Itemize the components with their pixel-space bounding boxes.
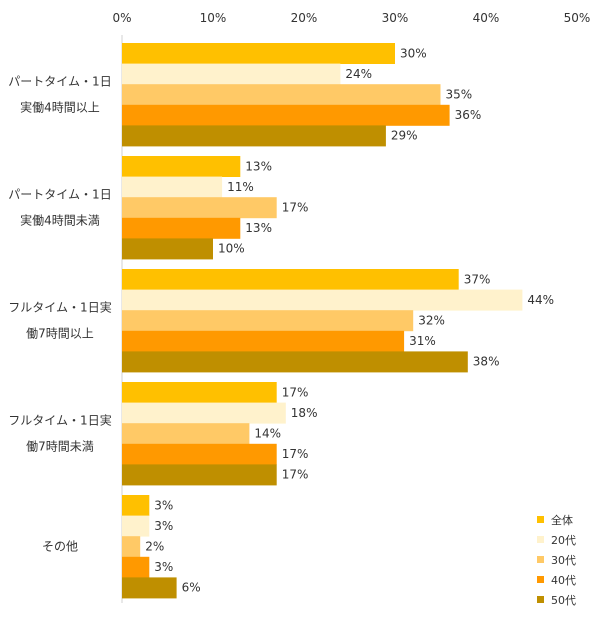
- legend-label: 50代: [551, 594, 576, 607]
- legend-swatch: [537, 596, 544, 603]
- legend-label: 30代: [551, 554, 576, 567]
- bar: [122, 269, 459, 290]
- data-labels: 30%24%35%36%29%13%11%17%13%10%37%44%32%3…: [145, 46, 554, 594]
- category-label: 実働4時間以上: [20, 100, 100, 115]
- data-label: 36%: [455, 108, 482, 122]
- x-tick-label: 20%: [291, 11, 318, 25]
- legend: 全体 20代 30代 40代 50代: [537, 513, 576, 607]
- data-label: 3%: [154, 560, 173, 574]
- legend-label: 全体: [551, 513, 573, 527]
- bar: [122, 577, 177, 599]
- data-label: 13%: [245, 221, 272, 235]
- bar: [122, 464, 277, 486]
- x-tick-label: 40%: [473, 11, 500, 25]
- x-tick-label: 30%: [382, 11, 409, 25]
- bar: [122, 423, 250, 445]
- data-label: 14%: [254, 427, 281, 441]
- bar: [122, 217, 241, 239]
- category-label: 働7時間以上: [26, 327, 94, 341]
- bar: [122, 443, 277, 465]
- data-label: 17%: [282, 468, 309, 482]
- data-label: 17%: [282, 201, 309, 215]
- bar: [122, 197, 277, 219]
- bar: [122, 556, 150, 578]
- bar: [122, 156, 241, 177]
- bar: [122, 536, 141, 558]
- data-label: 31%: [409, 334, 436, 348]
- bar: [122, 43, 395, 64]
- data-label: 29%: [391, 129, 418, 143]
- bar: [122, 402, 286, 424]
- data-label: 18%: [291, 406, 318, 420]
- category-label: 働7時間未満: [26, 440, 94, 454]
- category-label: フルタイム・1日実: [8, 413, 111, 428]
- data-label: 38%: [473, 355, 500, 369]
- data-label: 13%: [245, 159, 272, 173]
- bar: [122, 382, 277, 403]
- bar: [122, 330, 405, 352]
- category-labels: パートタイム・1日実働4時間以上パートタイム・1日実働4時間未満フルタイム・1日…: [8, 75, 111, 554]
- category-label: パートタイム・1日: [8, 75, 111, 89]
- category-label: その他: [42, 540, 78, 554]
- data-label: 11%: [227, 180, 254, 194]
- legend-swatch: [537, 576, 544, 583]
- bar: [122, 63, 341, 85]
- category-label: 実働4時間未満: [20, 213, 100, 228]
- bar: [122, 125, 386, 147]
- bar: [122, 104, 450, 126]
- category-label: フルタイム・1日実: [8, 300, 111, 315]
- data-label: 3%: [154, 498, 173, 512]
- category-label: パートタイム・1日: [8, 188, 111, 202]
- legend-swatch: [537, 516, 544, 523]
- data-label: 17%: [282, 385, 309, 399]
- bar: [122, 238, 213, 260]
- data-label: 35%: [446, 88, 473, 102]
- legend-swatch: [537, 556, 544, 563]
- bar: [122, 515, 150, 537]
- data-label: 24%: [345, 67, 372, 81]
- data-label: 44%: [527, 293, 554, 307]
- data-label: 3%: [154, 519, 173, 533]
- legend-swatch: [537, 536, 544, 543]
- legend-label: 40代: [551, 574, 576, 587]
- x-tick-label: 50%: [564, 11, 591, 25]
- data-label: 6%: [182, 581, 201, 595]
- data-label: 30%: [400, 46, 427, 60]
- x-axis-ticks: 0% 10% 20% 30% 40% 50%: [112, 11, 590, 25]
- x-tick-label: 0%: [112, 11, 131, 25]
- bar: [122, 289, 523, 311]
- data-label: 17%: [282, 447, 309, 461]
- data-label: 2%: [145, 540, 164, 554]
- bar: [122, 176, 223, 198]
- data-label: 37%: [464, 272, 491, 286]
- bar: [122, 495, 150, 516]
- bar: [122, 310, 414, 332]
- bar: [122, 351, 468, 373]
- bar: [122, 84, 441, 106]
- bars: [122, 43, 523, 599]
- data-label: 10%: [218, 242, 245, 256]
- data-label: 32%: [418, 314, 445, 328]
- x-tick-label: 10%: [200, 11, 227, 25]
- legend-label: 20代: [551, 534, 576, 547]
